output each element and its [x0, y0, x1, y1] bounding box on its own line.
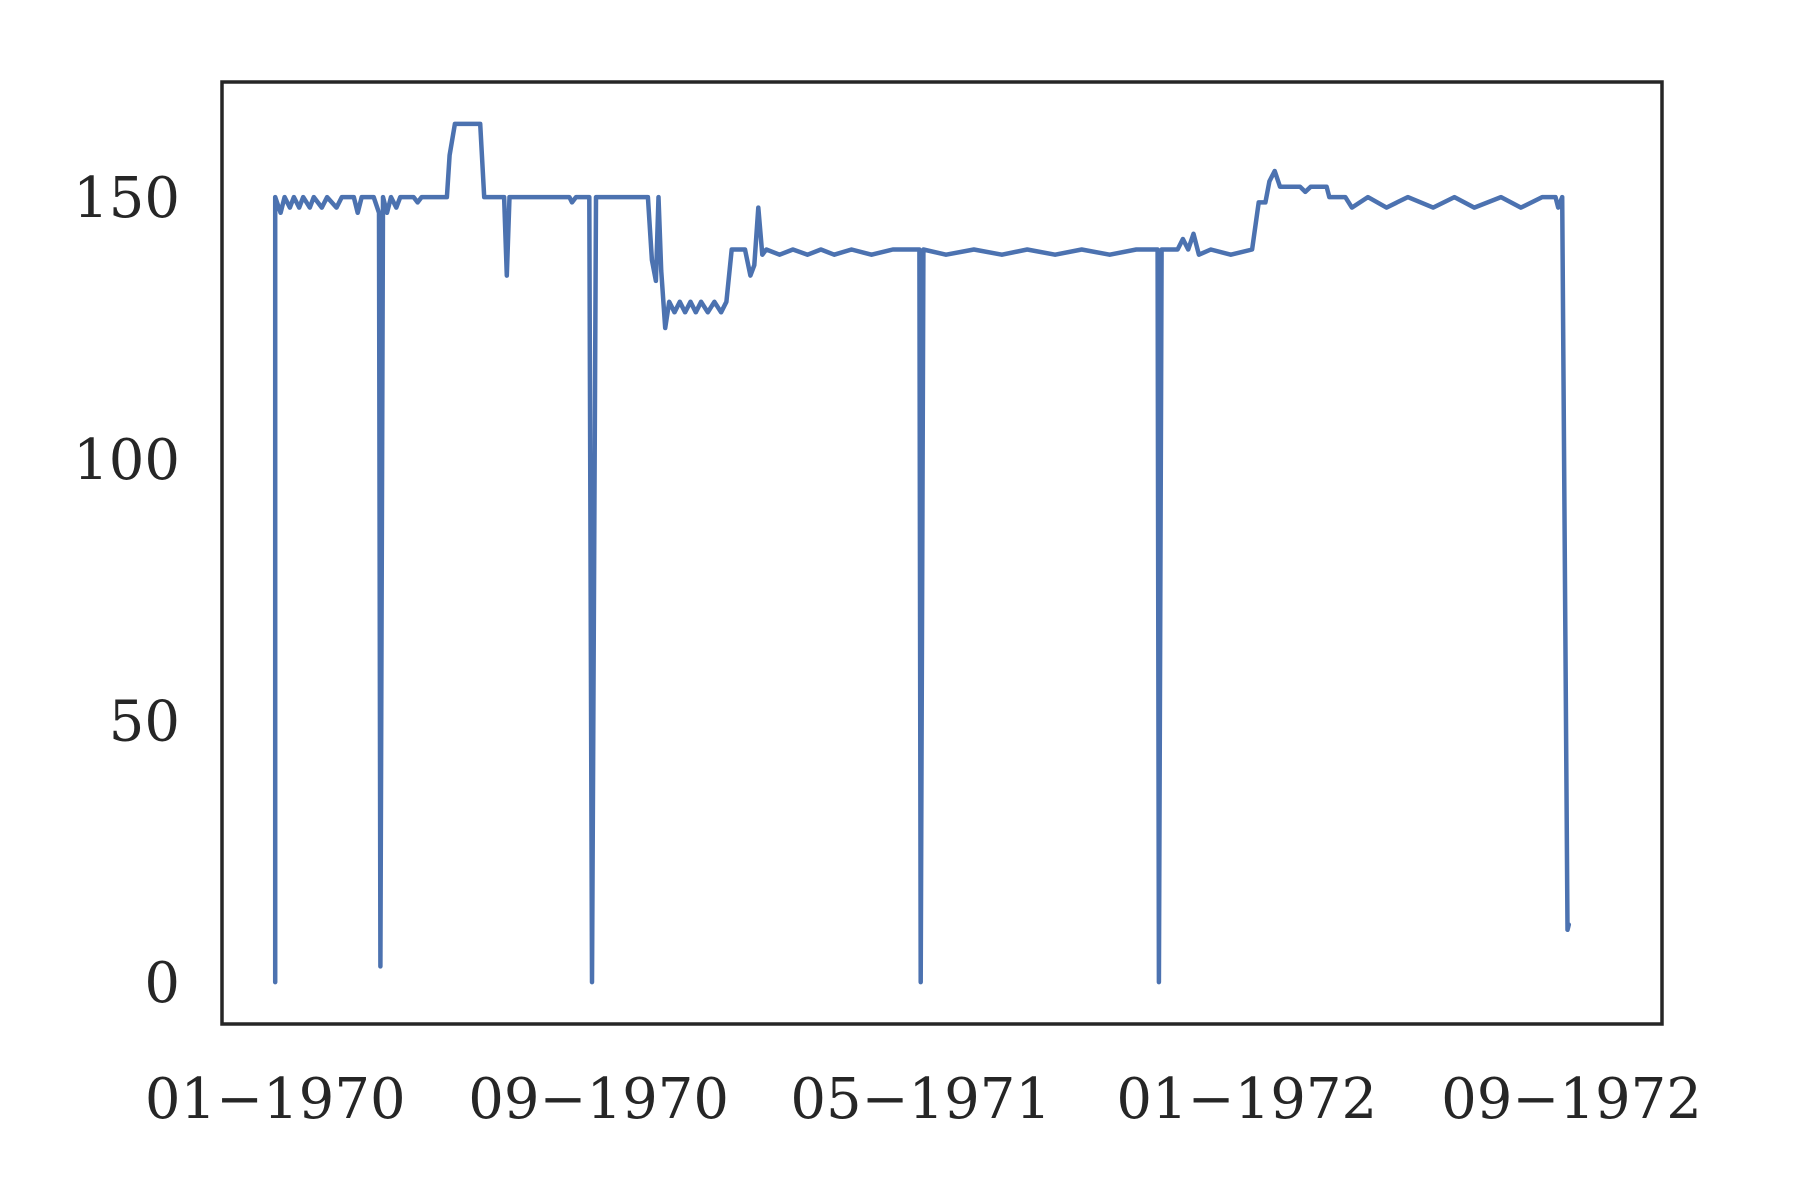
x-tick-label: 09−1970 — [468, 1067, 729, 1132]
plot-area-frame — [220, 80, 1664, 1026]
x-axis-tick-labels: 01−1970 09−1970 05−1971 01−1972 09−1972 — [145, 1067, 1702, 1132]
y-tick-label: 150 — [73, 166, 180, 231]
x-tick-label: 01−1972 — [1116, 1067, 1377, 1132]
y-tick-label: 0 — [144, 951, 180, 1016]
series-line-0 — [272, 121, 1572, 985]
series-lines — [272, 121, 1572, 985]
x-tick-label: 09−1972 — [1441, 1067, 1702, 1132]
x-tick-label: 05−1971 — [790, 1067, 1051, 1132]
y-tick-label: 100 — [73, 428, 180, 493]
x-tick-label: 01−1970 — [145, 1067, 406, 1132]
y-tick-label: 50 — [109, 689, 180, 754]
y-axis-tick-labels: 0 50 100 150 — [73, 166, 180, 1016]
